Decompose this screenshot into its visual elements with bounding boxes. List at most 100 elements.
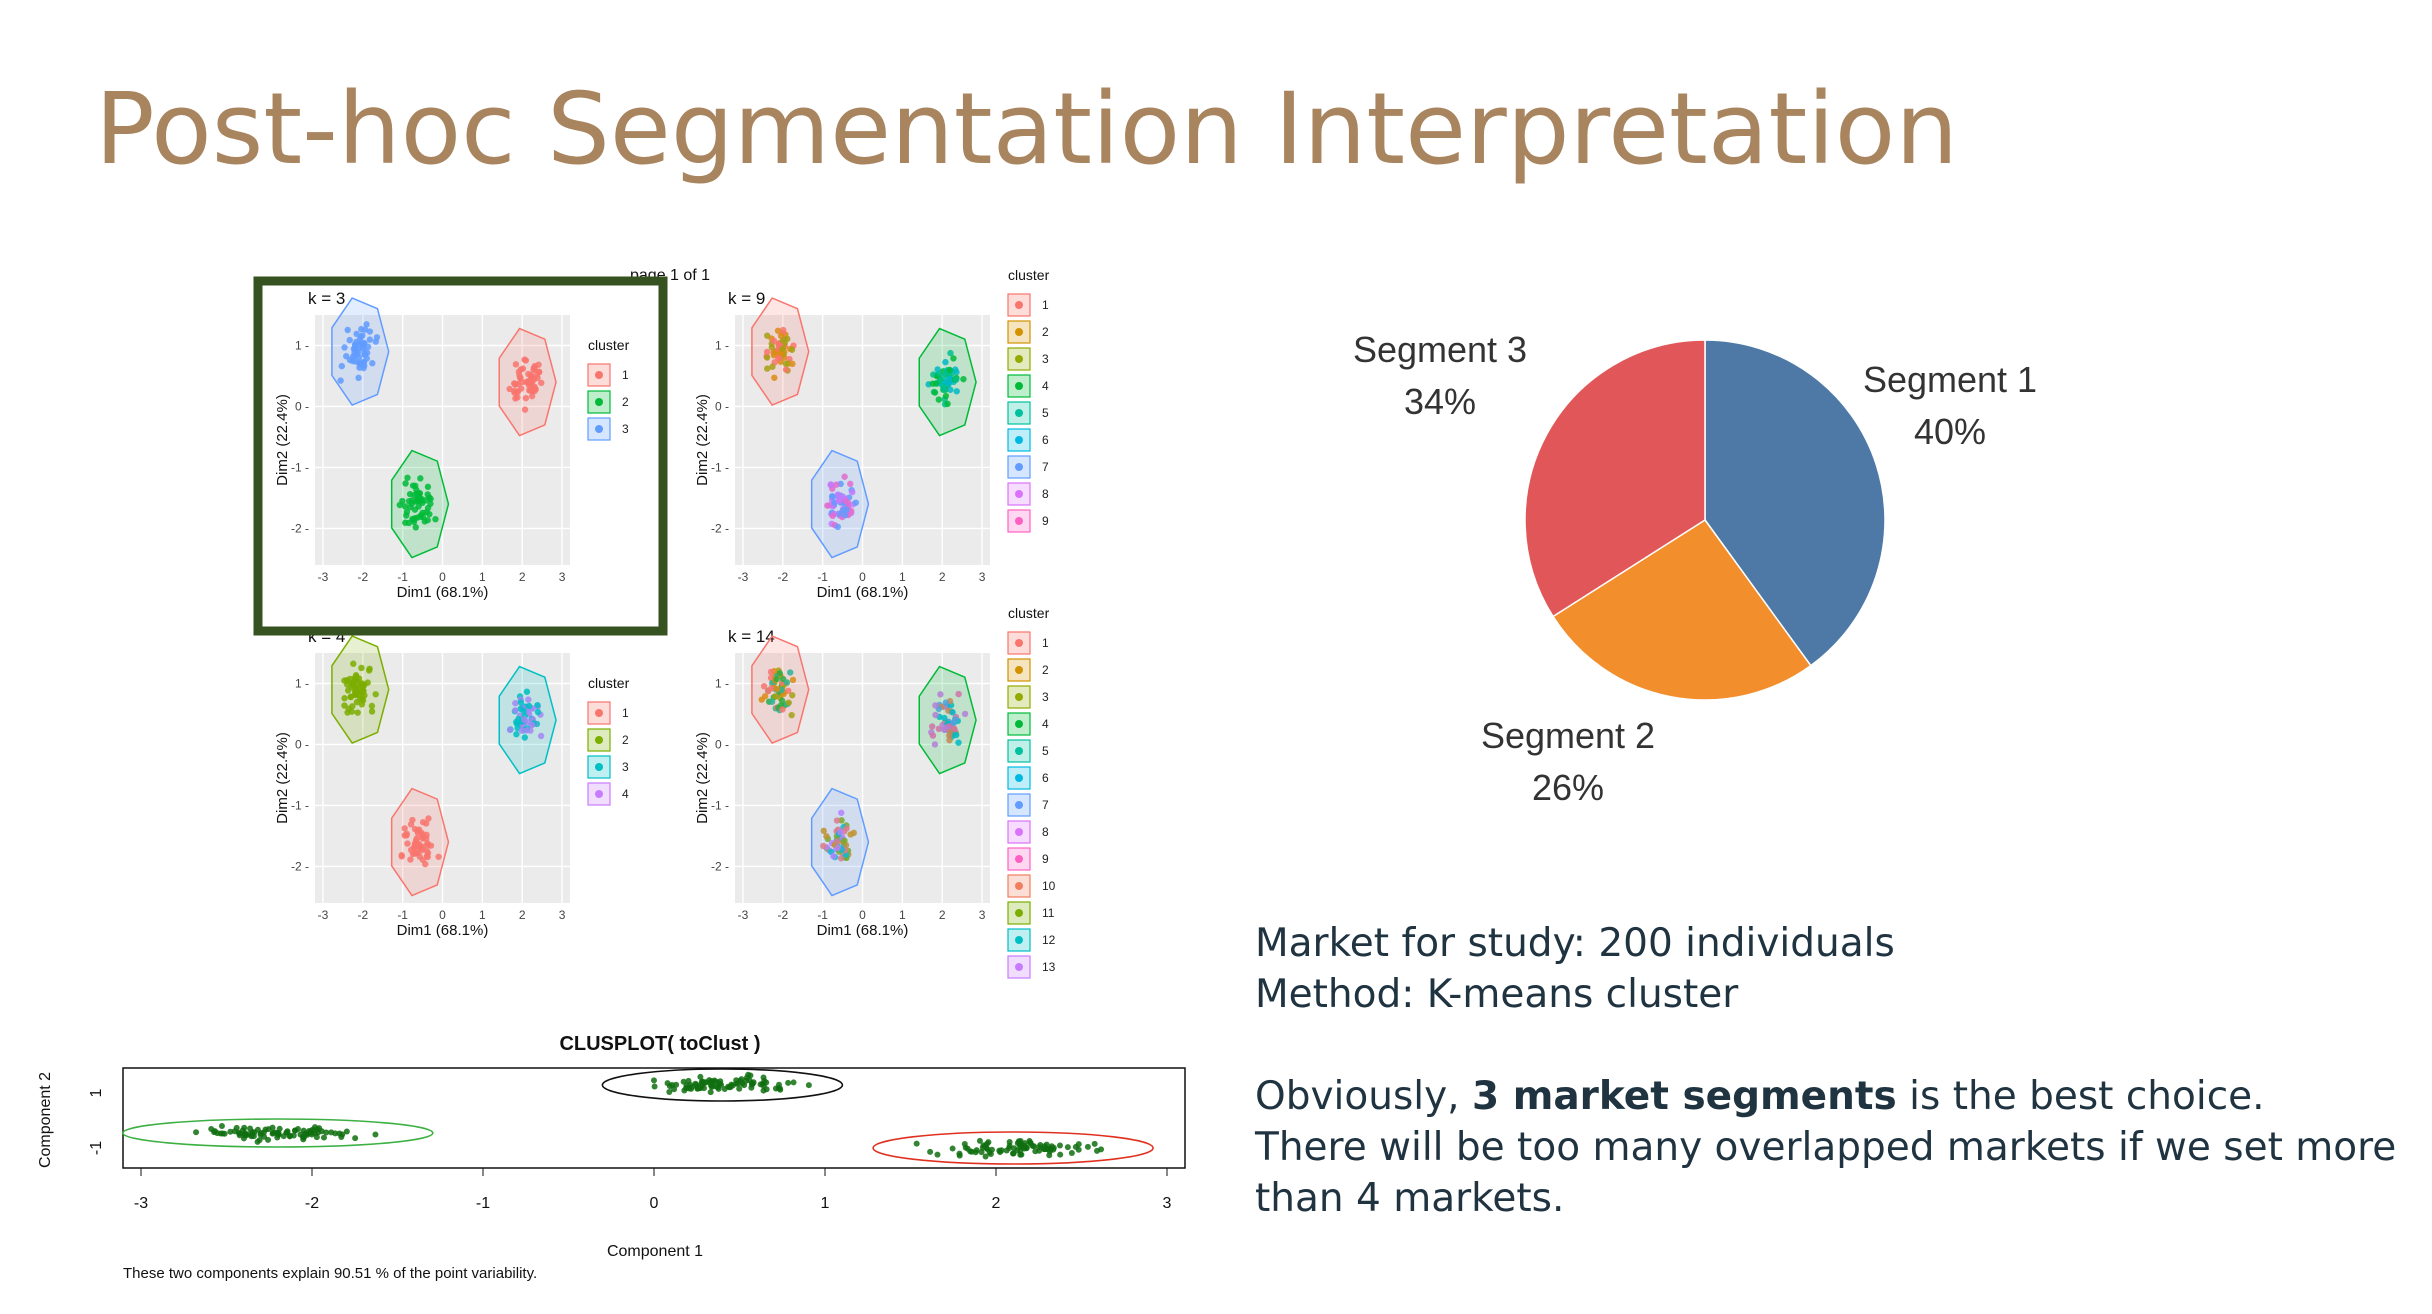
cluster-point: [402, 480, 409, 487]
clusplot-point: [688, 1085, 695, 1092]
cluster-point: [537, 732, 545, 740]
legend-title: cluster: [1008, 267, 1050, 283]
clusplot-point: [721, 1086, 728, 1093]
cluster-point: [535, 361, 542, 368]
legend-marker: [1015, 328, 1023, 336]
cluster-hull: [498, 665, 557, 775]
y-tick-label: 0 -: [715, 737, 729, 751]
pie-slice-label: Segment 1: [1863, 359, 2037, 400]
x-tick-label: -2: [777, 908, 788, 922]
clusplot-chart: CLUSPLOT( toClust ) -3 -2 -1 0 1 2 3 1 -1 Componen…: [37, 1033, 1186, 1282]
legend-label: 1: [622, 706, 629, 720]
cluster-point: [417, 844, 425, 851]
clusplot-point: [761, 1077, 768, 1084]
legend-label: 8: [1042, 825, 1049, 839]
clusplot-point: [1003, 1147, 1010, 1154]
cluster-hull: [331, 635, 390, 745]
cluster-point: [946, 736, 953, 744]
cluster-point: [828, 492, 836, 500]
legend-marker: [1015, 301, 1023, 309]
cluster-point: [953, 369, 960, 376]
legend-marker: [1015, 666, 1023, 674]
clusplot-point: [265, 1126, 272, 1133]
clusplot-point: [651, 1083, 658, 1090]
clusplot-point: [1041, 1146, 1048, 1153]
y-tick-label: 0 -: [715, 399, 729, 413]
clusplot-point: [998, 1147, 1005, 1154]
legend-label: 3: [1042, 352, 1049, 366]
clusplot-point: [283, 1129, 290, 1136]
y-tick-label: -1 -: [291, 798, 309, 812]
cluster-point: [344, 687, 352, 694]
cluster-point: [338, 362, 346, 370]
y-tick-label: -2 -: [711, 859, 729, 873]
cluster-point: [358, 340, 366, 348]
cluster-point: [435, 853, 442, 860]
cluster-point: [350, 660, 357, 667]
cluster-point: [424, 483, 432, 491]
x-tick-label: 0: [859, 570, 866, 584]
cluster-point: [942, 358, 949, 366]
cluster-point: [369, 360, 376, 367]
legend-marker: [1015, 463, 1023, 471]
y-axis-label: Dim2 (22.4%): [274, 732, 291, 824]
cluster-point: [838, 809, 845, 816]
facet-panel: k = 4-3 -2 -1 0 1 2 31 -0 --1 --2 -Dim1 (68.1%…: [274, 627, 630, 939]
legend-marker: [1015, 517, 1023, 525]
cluster-hull: [810, 449, 870, 559]
cluster-point: [841, 837, 848, 844]
cluster-point: [785, 699, 792, 706]
x-tick-label: -2: [305, 1195, 319, 1212]
cluster-point: [820, 842, 827, 850]
cluster-point: [531, 365, 538, 373]
pie-slice-percent: 26%: [1532, 767, 1604, 808]
cluster-point: [410, 518, 418, 526]
cluster-point: [782, 366, 790, 373]
cluster-point: [955, 739, 962, 746]
cluster-point: [931, 741, 939, 748]
cluster-point: [418, 829, 425, 837]
cluster-point: [341, 695, 348, 702]
cluster-point: [368, 702, 376, 710]
cluster-point: [947, 349, 954, 357]
cluster-point: [830, 853, 837, 860]
cluster-point: [837, 855, 845, 862]
x-tick-label: 1: [899, 570, 906, 584]
cluster-point: [843, 825, 850, 832]
clusplot-point: [982, 1153, 989, 1160]
legend-marker: [1015, 936, 1023, 944]
legend-marker: [1015, 747, 1023, 755]
legend-label: 1: [622, 368, 629, 382]
cluster-point: [773, 685, 781, 693]
clusplot-point: [927, 1148, 934, 1155]
x-tick-label: 3: [979, 908, 986, 922]
clusplot-point: [702, 1079, 709, 1086]
cluster-point: [834, 838, 841, 845]
panel-label: k = 14: [728, 627, 775, 646]
clusplot-point: [913, 1140, 920, 1147]
cluster-point: [833, 481, 840, 488]
clusplot-point: [700, 1085, 707, 1092]
cluster-point: [344, 709, 351, 716]
clusplot-point: [805, 1082, 812, 1089]
clusplot-point: [979, 1144, 986, 1151]
notes-conclusion-bold: 3 market segments: [1471, 1074, 1897, 1119]
notes-conclusion-line: Obviously, 3 market segments is the best…: [1255, 1071, 2405, 1122]
legend-marker: [1015, 382, 1023, 390]
clusplot-point: [785, 1079, 792, 1086]
cluster-point: [931, 389, 939, 396]
cluster-point: [929, 732, 937, 739]
y-tick-label: -1 -: [711, 460, 729, 474]
cluster-hull: [390, 787, 450, 897]
clusplot-point: [306, 1127, 313, 1134]
cluster-point: [525, 696, 532, 703]
y-tick-label: -1: [88, 1141, 105, 1155]
cluster-point: [427, 495, 434, 503]
cluster-point: [538, 379, 545, 387]
x-tick-label: 1: [479, 570, 486, 584]
cluster-point: [771, 374, 778, 381]
clusplot-point: [316, 1125, 323, 1132]
clusplot-point: [1084, 1143, 1091, 1150]
cluster-point: [518, 385, 525, 392]
legend-marker: [1015, 490, 1023, 498]
